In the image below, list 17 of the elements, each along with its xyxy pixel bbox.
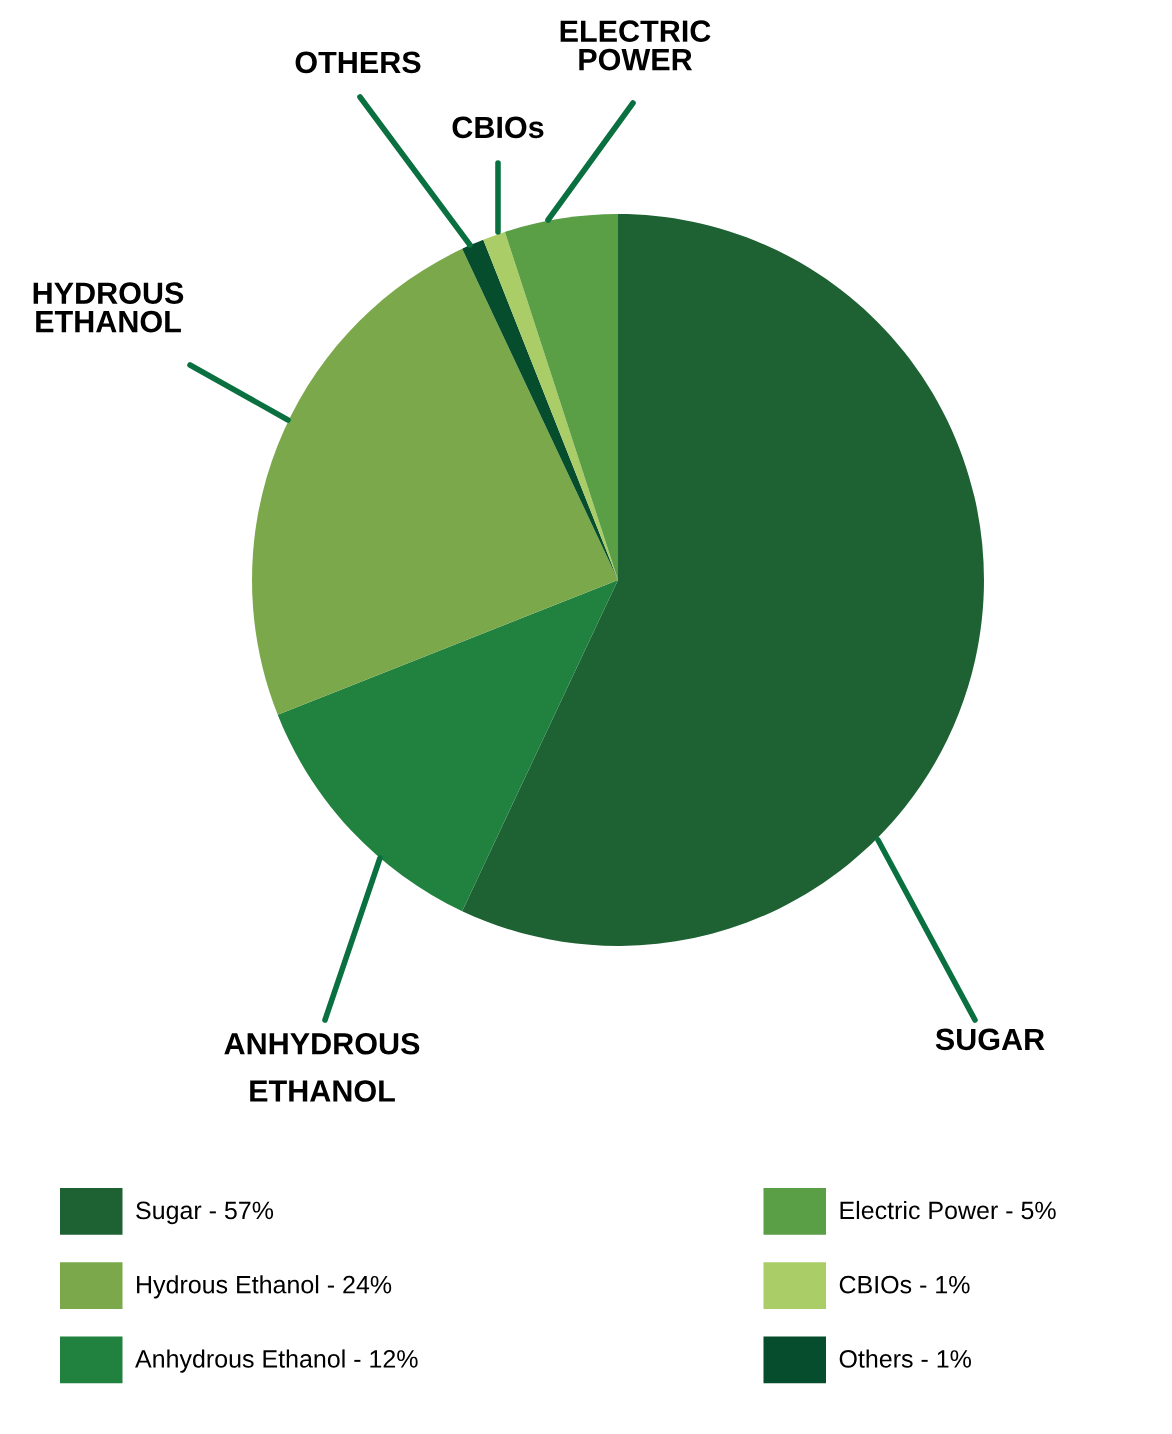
legend-label: Electric Power - 5% [840,1200,1056,1220]
data-label: ANHYDROUS ETHANOL [224,1032,420,1102]
data-label: SUGAR [935,1028,1045,1051]
pie-slice [462,214,984,946]
pie-slice [252,248,618,715]
legend-label: Hydrous Ethanol - 24% [137,1275,392,1299]
legend-label: CBIOs - 1% [839,1275,970,1294]
data-label: OTHERS [295,51,421,74]
pie-slice [462,239,618,580]
legend-label: Anhydrous Ethanol - 12% [135,1349,418,1373]
data-label: ELECTRIC POWER [560,20,711,71]
pie-slice [277,580,618,912]
legend-label: Others - 1% [839,1349,971,1368]
legend-label: Sugar - 57% [136,1201,274,1225]
pie-slice [504,214,618,580]
data-label: HYDROUS ETHANOL [33,282,184,333]
data-label: CBIOs [452,116,544,139]
